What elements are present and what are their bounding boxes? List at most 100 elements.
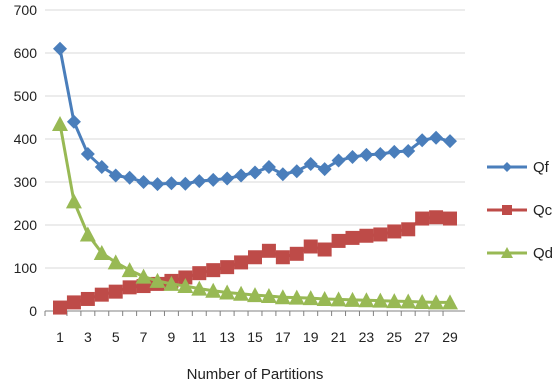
legend-label: Qd (533, 245, 553, 262)
x-tick-label: 17 (275, 329, 291, 345)
data-point (248, 250, 262, 265)
y-tick-label: 0 (29, 303, 37, 319)
data-point (261, 159, 276, 174)
legend-marker (502, 205, 512, 215)
data-point (414, 293, 431, 309)
y-tick-label: 700 (14, 2, 38, 18)
data-point (428, 294, 445, 310)
series-qf (53, 41, 457, 192)
data-point (150, 177, 165, 192)
data-point (303, 239, 318, 254)
x-tick-label: 21 (331, 329, 347, 345)
data-point (219, 284, 236, 300)
legend-item-qd: Qd (487, 245, 553, 262)
data-point (65, 193, 82, 209)
y-tick-label: 500 (14, 88, 38, 104)
legend-item-qf: Qf (487, 159, 550, 176)
x-axis-tick-labels: 1 3 5 7 9 11 13 15 17 19 21 23 25 27 29 (56, 329, 458, 345)
data-point (415, 211, 430, 226)
data-point (289, 164, 304, 179)
data-point (373, 147, 388, 162)
x-axis (44, 310, 465, 316)
y-tick-label: 300 (14, 174, 38, 190)
data-point (53, 300, 67, 315)
y-tick-label: 100 (14, 260, 38, 276)
data-point (94, 287, 109, 302)
data-point (345, 230, 360, 245)
x-tick-label: 15 (247, 329, 263, 345)
data-point (330, 291, 347, 307)
data-point (359, 228, 374, 243)
y-axis-tick-labels: 0 100 200 300 400 500 600 700 (14, 2, 38, 319)
data-point (331, 153, 346, 168)
legend-label: Qf (533, 159, 550, 176)
data-point (164, 176, 179, 191)
data-point (80, 147, 95, 162)
data-point (442, 294, 458, 310)
x-axis-title: Number of Partitions (187, 366, 324, 383)
data-point (53, 41, 67, 56)
x-tick-label: 11 (192, 329, 207, 345)
x-tick-label: 19 (303, 329, 319, 345)
data-point (94, 159, 109, 174)
data-point (233, 285, 250, 301)
data-point (429, 210, 444, 225)
data-point (206, 172, 221, 187)
data-point (345, 150, 360, 165)
legend-marker (501, 247, 513, 258)
data-point (66, 295, 81, 310)
data-point (93, 244, 110, 260)
x-tick-label: 1 (56, 329, 64, 345)
data-point (344, 291, 361, 307)
x-tick-label: 3 (84, 329, 92, 345)
data-point (108, 284, 123, 299)
data-point (359, 147, 374, 162)
x-tick-label: 7 (140, 329, 148, 345)
data-point (443, 211, 457, 226)
y-tick-label: 400 (14, 131, 38, 147)
gridlines (45, 9, 465, 312)
series-layer (52, 41, 458, 315)
data-point (122, 280, 137, 295)
data-point (261, 243, 276, 258)
data-point (79, 226, 96, 242)
data-point (302, 290, 319, 306)
data-point (107, 254, 124, 270)
legend: Qf Qc Qd (487, 159, 553, 262)
data-point (443, 134, 457, 149)
data-point (317, 242, 332, 257)
data-point (386, 293, 403, 309)
data-point (192, 174, 207, 189)
data-point (178, 176, 193, 191)
y-tick-label: 200 (14, 217, 38, 233)
data-point (401, 222, 416, 237)
data-point (248, 165, 262, 180)
data-point (429, 130, 444, 145)
data-point (205, 282, 222, 298)
data-point (178, 270, 193, 285)
x-tick-label: 23 (359, 329, 375, 345)
data-point (220, 171, 235, 186)
x-tick-label: 27 (414, 329, 430, 345)
data-point (316, 290, 333, 306)
series-line (58, 48, 451, 186)
data-point (288, 289, 305, 305)
data-point (122, 170, 137, 185)
series-qd (52, 115, 458, 310)
data-point (234, 255, 249, 270)
legend-marker (502, 162, 512, 172)
x-tick-label: 13 (219, 329, 235, 345)
data-point (121, 262, 138, 278)
x-tick-label: 29 (442, 329, 458, 345)
data-point (260, 287, 277, 303)
data-point (289, 246, 304, 261)
data-point (234, 168, 249, 183)
data-point (303, 156, 318, 171)
data-point (135, 268, 152, 284)
data-point (192, 266, 207, 281)
x-tick-label: 9 (168, 329, 176, 345)
data-point (206, 263, 221, 278)
data-point (387, 144, 402, 159)
legend-item-qc: Qc (487, 202, 553, 219)
data-point (247, 287, 263, 303)
